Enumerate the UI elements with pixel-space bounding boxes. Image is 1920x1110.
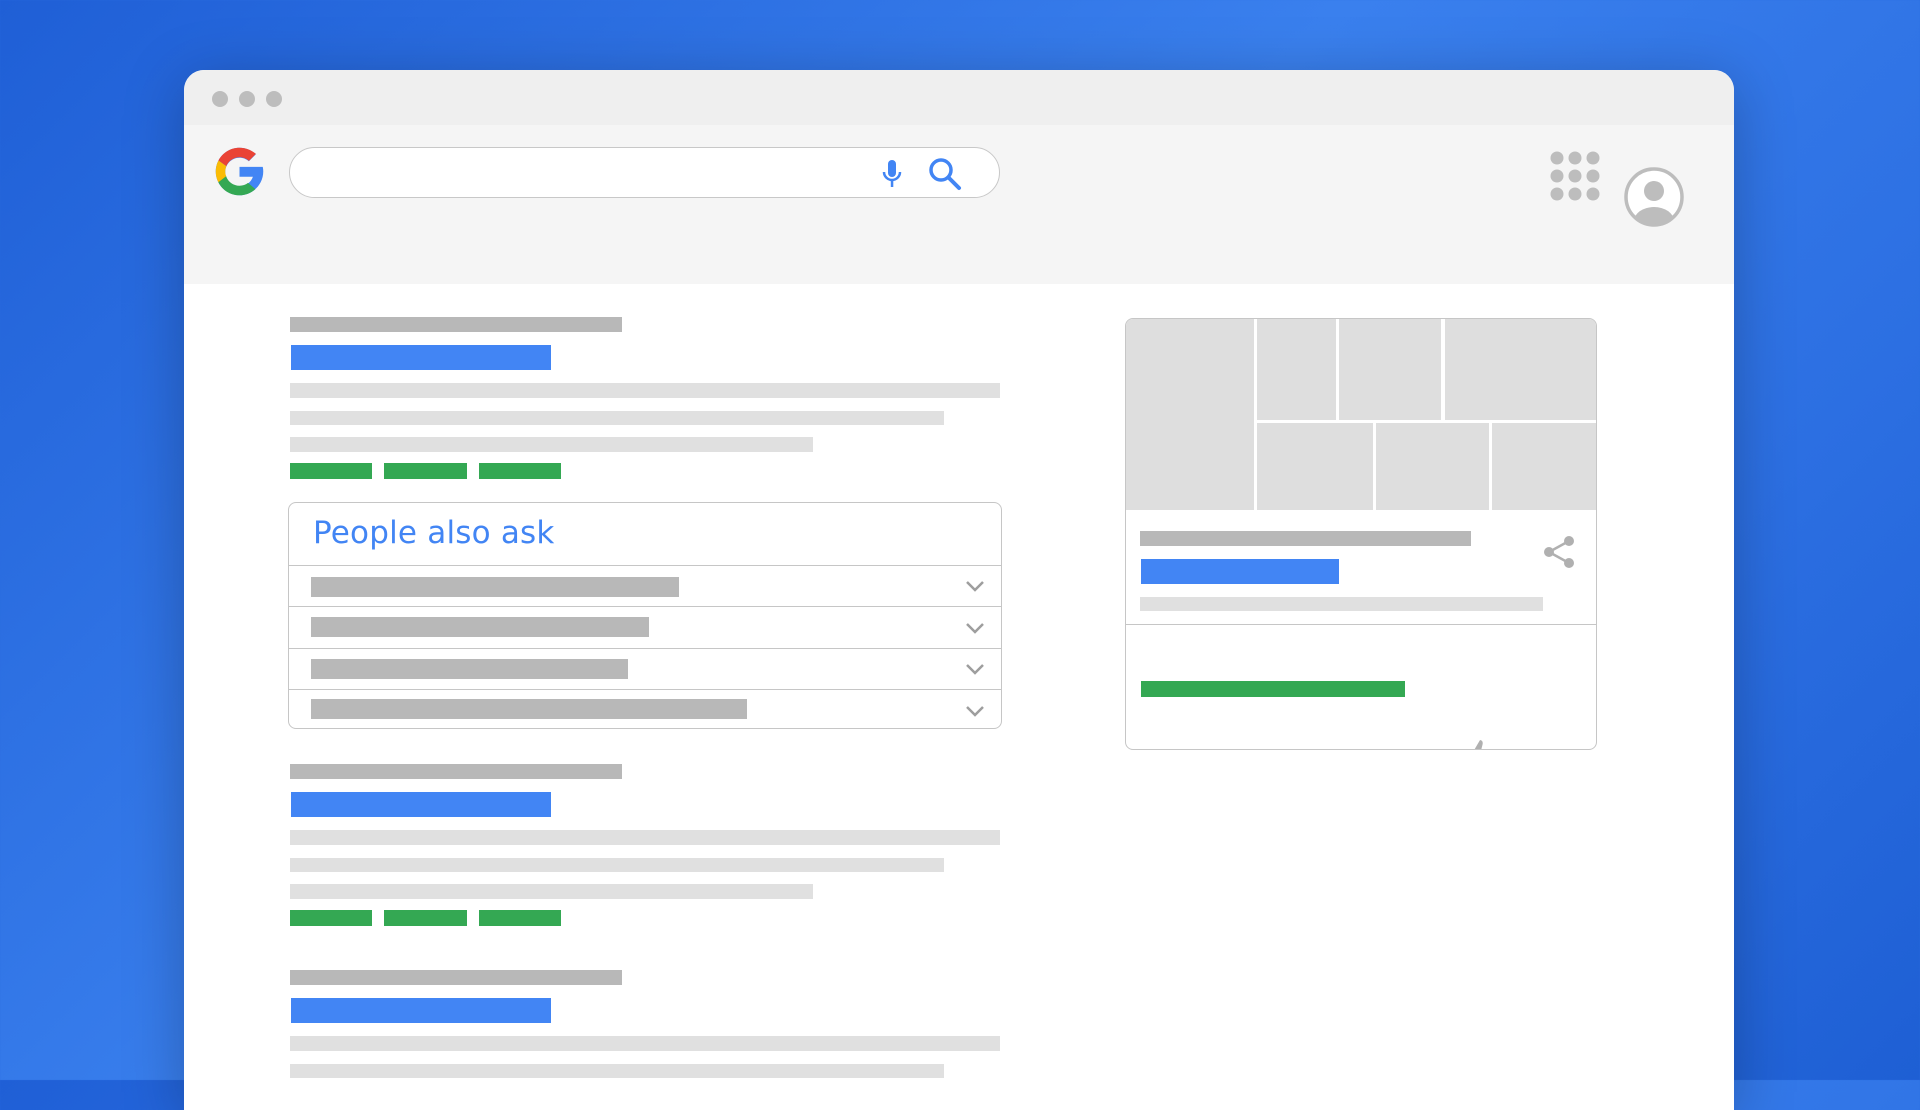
image-thumbnail[interactable] xyxy=(1257,319,1336,420)
divider xyxy=(289,689,1001,690)
question-row[interactable] xyxy=(289,649,1001,689)
result-sitelink[interactable] xyxy=(290,463,372,479)
search-icon[interactable] xyxy=(928,157,962,191)
result-sitelink[interactable] xyxy=(384,910,467,926)
google-g-logo[interactable] xyxy=(211,143,268,200)
image-thumbnail[interactable] xyxy=(1339,319,1441,420)
chevron-down-icon[interactable] xyxy=(965,663,985,675)
result-snippet-line xyxy=(290,383,1000,398)
result-sitelink[interactable] xyxy=(290,910,372,926)
thumbs-up-icon[interactable] xyxy=(1463,738,1499,750)
search-header xyxy=(184,125,1734,284)
result-snippet-line xyxy=(290,411,944,425)
result-snippet-line xyxy=(290,830,1000,845)
panel-title-link[interactable] xyxy=(1141,559,1339,584)
result-sitelink[interactable] xyxy=(384,463,467,479)
divider xyxy=(289,648,1001,649)
question-row[interactable] xyxy=(289,566,1001,606)
question-placeholder xyxy=(311,577,679,597)
divider xyxy=(289,565,1001,566)
question-placeholder xyxy=(311,659,628,679)
chevron-down-icon[interactable] xyxy=(965,705,985,717)
minimize-dot[interactable] xyxy=(239,91,255,107)
thumbs-down-icon[interactable] xyxy=(1519,748,1555,750)
divider xyxy=(1126,624,1596,625)
search-result xyxy=(184,517,1000,926)
image-thumbnail[interactable] xyxy=(1492,423,1596,510)
title-bar xyxy=(184,70,1734,125)
result-snippet-line xyxy=(290,437,813,452)
search-result xyxy=(184,723,1000,1078)
people-also-ask-title: People also ask xyxy=(313,515,555,551)
result-url-placeholder xyxy=(290,970,622,985)
image-grid[interactable] xyxy=(1126,319,1596,510)
panel-description-line xyxy=(1140,597,1543,611)
result-snippet-line xyxy=(290,1064,944,1078)
chevron-down-icon[interactable] xyxy=(965,580,985,592)
result-sitelink[interactable] xyxy=(479,463,561,479)
question-placeholder xyxy=(311,699,747,719)
panel-feedback-placeholder xyxy=(1141,681,1405,697)
close-dot[interactable] xyxy=(212,91,228,107)
question-placeholder xyxy=(311,617,649,637)
question-row[interactable] xyxy=(289,607,1001,648)
image-thumbnail[interactable] xyxy=(1126,319,1254,510)
result-url-placeholder xyxy=(290,317,622,332)
knowledge-panel xyxy=(1125,318,1597,750)
panel-subtitle-placeholder xyxy=(1140,531,1471,546)
account-avatar-icon[interactable] xyxy=(1623,166,1685,228)
search-input[interactable] xyxy=(289,147,1000,198)
result-snippet-line xyxy=(290,858,944,872)
image-thumbnail[interactable] xyxy=(1257,423,1373,510)
result-sitelink[interactable] xyxy=(479,910,561,926)
question-row[interactable] xyxy=(289,690,1001,728)
result-url-placeholder xyxy=(290,764,622,779)
result-snippet-line xyxy=(290,884,813,899)
image-thumbnail[interactable] xyxy=(1445,319,1596,420)
result-title-link[interactable] xyxy=(291,345,551,370)
result-title-link[interactable] xyxy=(291,792,551,817)
chevron-down-icon[interactable] xyxy=(965,622,985,634)
image-thumbnail[interactable] xyxy=(1376,423,1489,510)
browser-window: People also ask xyxy=(184,70,1734,1110)
apps-grid-icon[interactable] xyxy=(1550,151,1600,201)
divider xyxy=(289,606,1001,607)
result-title-link[interactable] xyxy=(291,998,551,1023)
maximize-dot[interactable] xyxy=(266,91,282,107)
result-snippet-line xyxy=(290,1036,1000,1051)
share-icon[interactable] xyxy=(1543,535,1575,569)
people-also-ask-box: People also ask xyxy=(288,502,1002,729)
microphone-icon[interactable] xyxy=(882,159,902,189)
